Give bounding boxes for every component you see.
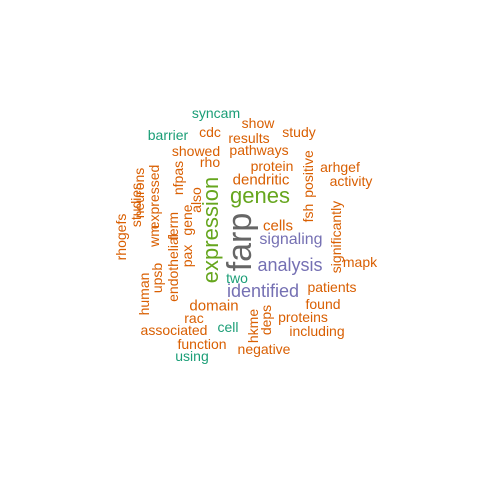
word-associated: associated: [140, 322, 208, 338]
word-ferm: ferm: [165, 212, 181, 240]
word-patients: patients: [307, 279, 357, 295]
word-positive: positive: [300, 150, 316, 198]
word-negative: negative: [237, 341, 291, 357]
word-using: using: [175, 348, 209, 364]
word-fsh: fsh: [300, 203, 316, 223]
word-farp: farp: [221, 212, 259, 272]
word-identified: identified: [226, 281, 300, 301]
word-syncam: syncam: [191, 105, 241, 121]
word-rho: rho: [199, 154, 221, 170]
word-barrier: barrier: [147, 127, 189, 143]
word-proteins: proteins: [278, 309, 328, 325]
word-function: function: [177, 336, 227, 352]
word-significantly: significantly: [328, 200, 344, 274]
word-pax: pax: [179, 244, 195, 268]
word-also: also: [188, 187, 204, 213]
word-analysis: analysis: [257, 255, 323, 275]
word-showed: showed: [171, 143, 221, 159]
word-dendritic: dendritic: [232, 171, 290, 189]
word-genes: genes: [230, 183, 290, 208]
word-endothelial: endothelial: [165, 234, 181, 302]
word-cells: cells: [262, 217, 294, 235]
word-mapk: mapk: [342, 254, 378, 270]
word-wm: wm: [146, 225, 162, 247]
word-rac: rac: [184, 310, 204, 326]
word-nfpas: nfpas: [170, 160, 186, 196]
word-studies: studies: [128, 182, 144, 228]
word-cell: cell: [217, 319, 239, 335]
word-including: including: [289, 323, 345, 339]
word-expressed: expressed: [146, 164, 162, 230]
word-upsb: upsb: [149, 262, 165, 294]
word-signaling: signaling: [259, 231, 323, 248]
word-pathways: pathways: [229, 142, 289, 158]
word-results: results: [228, 130, 270, 146]
word-found: found: [305, 296, 341, 312]
word-study: study: [282, 124, 316, 140]
word-activity: activity: [329, 173, 373, 189]
word-rhogefs: rhogefs: [113, 213, 129, 261]
word-cdc: cdc: [199, 124, 221, 140]
word-protein: protein: [250, 158, 294, 174]
word-two: two: [226, 270, 248, 286]
word-deps: deps: [258, 304, 274, 336]
word-domain: domain: [189, 297, 239, 315]
word-show: show: [241, 115, 275, 131]
word-arhgef: arhgef: [320, 159, 360, 175]
